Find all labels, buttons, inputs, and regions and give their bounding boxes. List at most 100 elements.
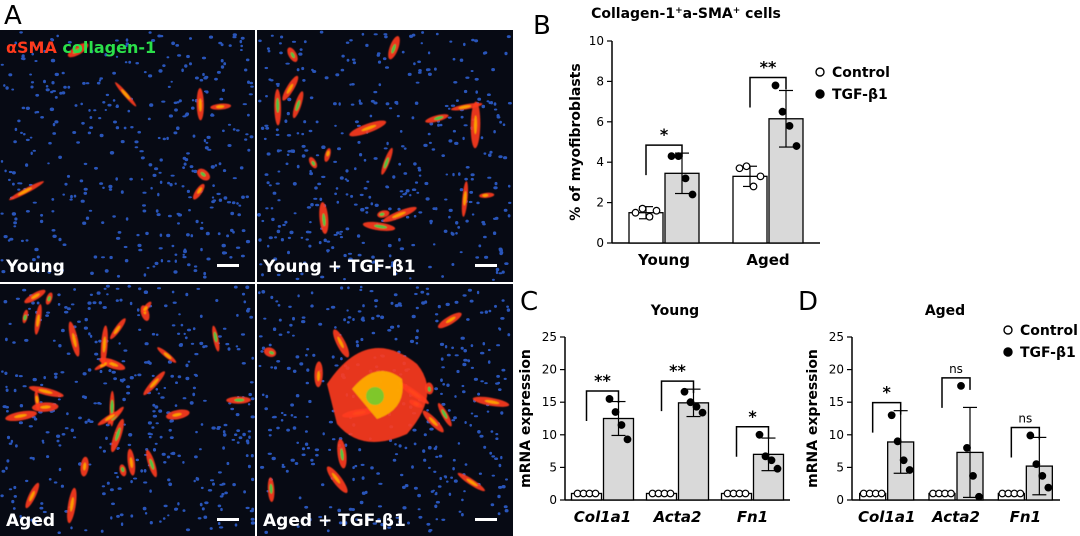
myofibroblast xyxy=(142,301,152,313)
nucleus xyxy=(186,152,190,155)
nucleus xyxy=(32,457,35,461)
myofibroblast xyxy=(226,396,251,404)
nucleus xyxy=(473,415,479,418)
nucleus xyxy=(128,60,132,64)
collagen-signal xyxy=(40,405,51,409)
myofibroblast xyxy=(287,47,298,62)
data-point xyxy=(749,182,758,191)
cluster-collagen xyxy=(366,387,384,405)
nucleus xyxy=(335,187,339,190)
legend-marker xyxy=(815,89,825,99)
nucleus xyxy=(413,442,417,446)
nucleus xyxy=(454,395,457,398)
nucleus xyxy=(66,174,71,178)
collagen-signal xyxy=(172,413,182,417)
nucleus xyxy=(19,514,22,519)
nucleus xyxy=(308,244,312,248)
legend-label: Control xyxy=(1020,323,1078,339)
nucleus xyxy=(170,174,175,177)
nucleus xyxy=(452,172,455,177)
nucleus xyxy=(417,60,421,64)
nucleus xyxy=(275,82,280,86)
nucleus xyxy=(339,233,342,236)
nucleus xyxy=(334,326,337,329)
nucleus xyxy=(12,341,16,344)
significance-bracket xyxy=(941,377,971,408)
nucleus xyxy=(285,162,289,166)
nucleus xyxy=(30,518,35,522)
nucleus xyxy=(299,362,304,366)
nucleus xyxy=(230,407,235,411)
nucleus xyxy=(125,42,129,46)
nucleus xyxy=(166,136,169,140)
nucleus xyxy=(305,415,309,418)
nucleus xyxy=(354,167,357,171)
collagen-signal xyxy=(110,399,114,415)
nucleus xyxy=(373,90,378,94)
nucleus xyxy=(127,109,131,113)
nucleus xyxy=(98,79,102,82)
nucleus xyxy=(483,235,487,239)
nucleus xyxy=(506,305,509,308)
nucleus xyxy=(284,220,288,224)
myofibroblast xyxy=(5,410,37,422)
nucleus xyxy=(117,487,122,490)
nucleus xyxy=(498,388,502,391)
nucleus xyxy=(143,290,149,295)
nucleus xyxy=(453,479,458,483)
nucleus xyxy=(182,115,187,118)
nucleus xyxy=(309,169,312,173)
nucleus xyxy=(428,141,432,144)
nucleus xyxy=(0,494,4,498)
nucleus xyxy=(220,43,224,47)
nucleus xyxy=(152,414,158,418)
nucleus xyxy=(219,97,224,101)
nucleus xyxy=(483,445,487,449)
myofibroblast xyxy=(437,312,462,329)
nucleus xyxy=(101,256,105,259)
nucleus xyxy=(129,301,133,306)
nucleus xyxy=(299,48,303,51)
nucleus xyxy=(440,392,443,395)
nucleus xyxy=(148,435,152,439)
nucleus xyxy=(240,254,245,258)
nucleus xyxy=(236,348,241,351)
nucleus xyxy=(462,390,466,394)
nucleus xyxy=(317,182,322,186)
collagen-signal xyxy=(361,124,377,132)
nucleus xyxy=(150,433,153,436)
nucleus xyxy=(241,362,246,365)
nucleus xyxy=(177,54,182,57)
nucleus xyxy=(387,526,392,529)
nucleus xyxy=(74,380,79,383)
nucleus xyxy=(33,417,38,421)
nucleus xyxy=(340,68,345,72)
nucleus xyxy=(226,461,230,466)
myofibroblast xyxy=(292,91,304,119)
chart-title: Collagen-1+a-SMA+ cells xyxy=(591,6,781,22)
data-point xyxy=(785,121,794,130)
nucleus xyxy=(428,265,432,269)
nucleus xyxy=(462,136,465,141)
nucleus xyxy=(206,257,211,261)
nucleus xyxy=(457,442,461,445)
nucleus xyxy=(261,273,264,277)
nucleus xyxy=(427,68,431,71)
collagen-signal xyxy=(458,105,472,109)
collagen-signal xyxy=(107,361,119,367)
collagen-signal xyxy=(113,325,121,335)
nucleus xyxy=(104,109,108,111)
collagen-signal xyxy=(99,362,107,368)
nucleus xyxy=(209,206,214,209)
nucleus xyxy=(305,381,309,385)
nucleus xyxy=(233,285,238,289)
nucleus xyxy=(53,372,58,376)
nucleus xyxy=(304,505,309,509)
nucleus xyxy=(427,72,432,77)
nucleus xyxy=(160,396,165,399)
nucleus xyxy=(163,386,167,390)
y-axis-label: mRNA expression xyxy=(805,349,821,488)
nucleus xyxy=(373,157,378,160)
category-label: Col1a1 xyxy=(858,508,915,526)
nucleus xyxy=(167,260,171,263)
